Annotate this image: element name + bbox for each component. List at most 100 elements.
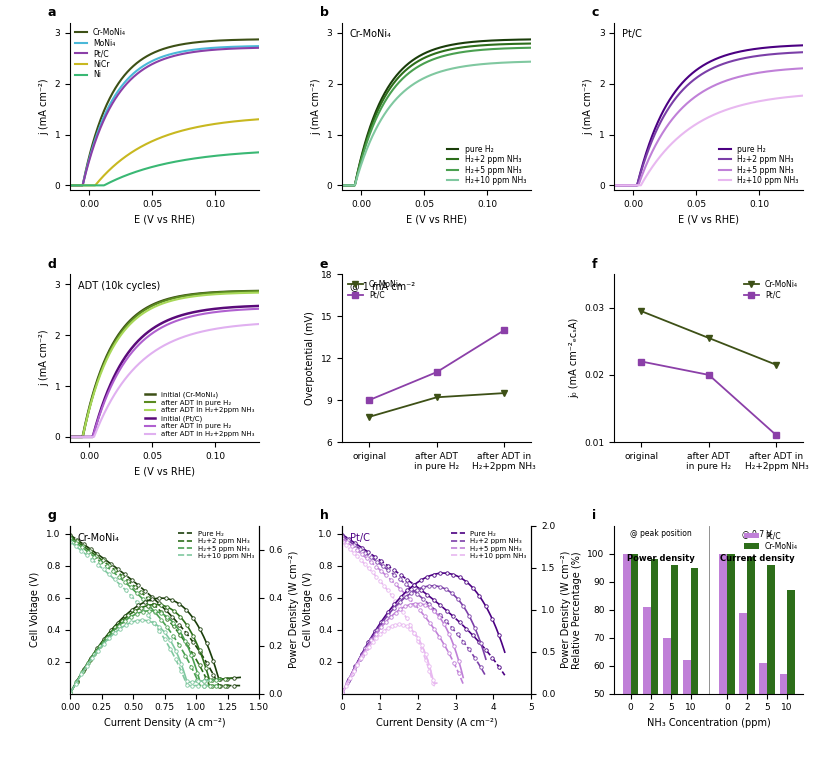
initial (Cr-MoNi₄)	[201, 289, 211, 298]
Bar	[747, 556, 755, 758]
Line: H₂+5 ppm NH₃: H₂+5 ppm NH₃	[608, 68, 803, 186]
H₂+5 ppm NH₃	[331, 181, 341, 190]
Pt/C	[123, 79, 133, 88]
after ADT in H₂+2ppm NH₃	[123, 323, 133, 332]
Line: Cr-MoNi₄: Cr-MoNi₄	[63, 39, 259, 186]
H₂+10 ppm NH₃	[681, 127, 691, 136]
X-axis label: E (V vs RHE): E (V vs RHE)	[406, 215, 467, 224]
Ni	[254, 148, 264, 157]
Y-axis label: j₀ (mA cm⁻²ₑᴄₛA): j₀ (mA cm⁻²ₑᴄₛA)	[569, 318, 579, 398]
Line: initial (Cr-MoNi₄): initial (Cr-MoNi₄)	[63, 291, 259, 437]
Line: H₂+5 ppm NH₃: H₂+5 ppm NH₃	[336, 48, 531, 186]
Line: after ADT in pure H₂: after ADT in pure H₂	[63, 309, 259, 437]
pure H₂	[726, 49, 736, 58]
H₂+10 ppm NH₃	[726, 104, 736, 113]
after ADT in pure H₂	[199, 289, 209, 298]
Cr-MoNi₄	[499, 389, 509, 398]
Line: pure H₂: pure H₂	[336, 39, 531, 186]
Bar	[671, 565, 678, 758]
Text: @ 1 mA cm⁻²: @ 1 mA cm⁻²	[349, 281, 415, 291]
H₂+2 ppm NH₃	[667, 99, 677, 108]
after ADT in pure H₂	[59, 432, 68, 441]
MoNi₄	[199, 44, 209, 53]
H₂+5 ppm NH₃	[473, 45, 483, 55]
H₂+2 ppm NH₃	[726, 57, 736, 66]
X-axis label: Current Density (A cm⁻²): Current Density (A cm⁻²)	[104, 718, 225, 728]
H₂+5 ppm NH₃	[744, 70, 754, 79]
after ADT in pure H₂	[82, 412, 92, 421]
Pt/C	[82, 163, 92, 172]
Text: h: h	[320, 509, 329, 522]
Legend: Cr-MoNi₄, Pt/C: Cr-MoNi₄, Pt/C	[742, 278, 799, 301]
NiCr	[199, 121, 209, 130]
H₂+2 ppm NH₃	[454, 43, 464, 52]
initial (Cr-MoNi₄)	[254, 287, 264, 296]
Pt/C	[771, 431, 781, 440]
pure H₂	[798, 41, 808, 50]
X-axis label: E (V vs RHE): E (V vs RHE)	[678, 215, 739, 224]
initial (Pt/C)	[123, 349, 133, 359]
pure H₂	[667, 92, 677, 101]
Line: Ni: Ni	[63, 152, 259, 186]
pure H₂	[681, 75, 691, 84]
Text: Cr-MoNi₄: Cr-MoNi₄	[349, 30, 391, 39]
H₂+2 ppm NH₃	[626, 181, 636, 190]
Cr-MoNi₄	[199, 37, 209, 46]
Line: NiCr: NiCr	[63, 119, 259, 186]
initial (Cr-MoNi₄)	[136, 307, 146, 316]
after ADT in H₂+2ppm NH₃	[254, 319, 264, 328]
Ni	[136, 165, 146, 174]
Cr-MoNi₄	[123, 67, 133, 77]
Line: H₂+2 ppm NH₃: H₂+2 ppm NH₃	[608, 52, 803, 186]
Cr-MoNi₄	[201, 37, 211, 46]
H₂+5 ppm NH₃	[798, 64, 808, 73]
pure H₂	[744, 45, 754, 55]
H₂+5 ppm NH₃	[395, 77, 405, 86]
Bar	[663, 637, 671, 758]
Y-axis label: Cell Voltage (V): Cell Voltage (V)	[302, 572, 312, 647]
after ADT in H₂+2ppm NH₃	[59, 432, 68, 441]
Text: d: d	[47, 258, 56, 271]
initial (Pt/C)	[82, 432, 92, 441]
H₂+2 ppm NH₃	[409, 60, 419, 69]
Text: c: c	[592, 6, 599, 19]
Cr-MoNi₄	[136, 55, 146, 64]
Pt/C	[432, 368, 442, 377]
H₂+2 ppm NH₃	[798, 48, 808, 57]
NiCr	[201, 121, 211, 130]
initial (Pt/C)	[59, 432, 68, 441]
Legend: Cr-MoNi₄, MoNi₄, Pt/C, NiCr, Ni: Cr-MoNi₄, MoNi₄, Pt/C, NiCr, Ni	[74, 27, 128, 80]
H₂+5 ppm NH₃	[454, 48, 464, 57]
Legend: Pure H₂, H₂+2 ppm NH₃, H₂+5 ppm NH₃, H₂+10 ppm NH₃: Pure H₂, H₂+2 ppm NH₃, H₂+5 ppm NH₃, H₂+…	[177, 529, 255, 560]
Line: pure H₂: pure H₂	[608, 45, 803, 186]
H₂+10 ppm NH₃	[473, 60, 483, 69]
NiCr	[59, 181, 68, 190]
Line: Pt/C: Pt/C	[63, 48, 259, 186]
pure H₂	[473, 37, 483, 46]
Pt/C	[199, 46, 209, 55]
Text: f: f	[592, 258, 597, 271]
H₂+5 ppm NH₃	[603, 181, 613, 190]
Line: H₂+10 ppm NH₃: H₂+10 ppm NH₃	[336, 61, 531, 186]
H₂+10 ppm NH₃	[626, 181, 636, 190]
after ADT in H₂+2ppm NH₃	[199, 327, 209, 336]
after ADT in H₂+2ppm NH₃	[136, 357, 146, 366]
after ADT in pure H₂	[199, 309, 209, 318]
Text: ADT (10k cycles): ADT (10k cycles)	[77, 281, 160, 291]
after ADT in H₂+2ppm NH₃	[181, 293, 191, 302]
H₂+10 ppm NH₃	[395, 91, 405, 100]
pure H₂	[472, 37, 482, 46]
after ADT in H₂+2ppm NH₃	[59, 432, 68, 441]
Text: a: a	[47, 6, 56, 19]
Bar	[780, 674, 787, 758]
Legend: Pt/C, Cr-MoNi₄: Pt/C, Cr-MoNi₄	[742, 530, 799, 553]
Cr-MoNi₄	[364, 412, 374, 421]
Bar	[727, 554, 734, 758]
Text: Power density: Power density	[627, 553, 695, 562]
Y-axis label: Relative Percentage (%): Relative Percentage (%)	[572, 551, 582, 669]
Line: MoNi₄: MoNi₄	[63, 46, 259, 186]
Cr-MoNi₄	[704, 334, 714, 343]
after ADT in H₂+2ppm NH₃	[136, 310, 146, 319]
initial (Pt/C)	[199, 305, 209, 315]
H₂+10 ppm NH₃	[667, 139, 677, 148]
